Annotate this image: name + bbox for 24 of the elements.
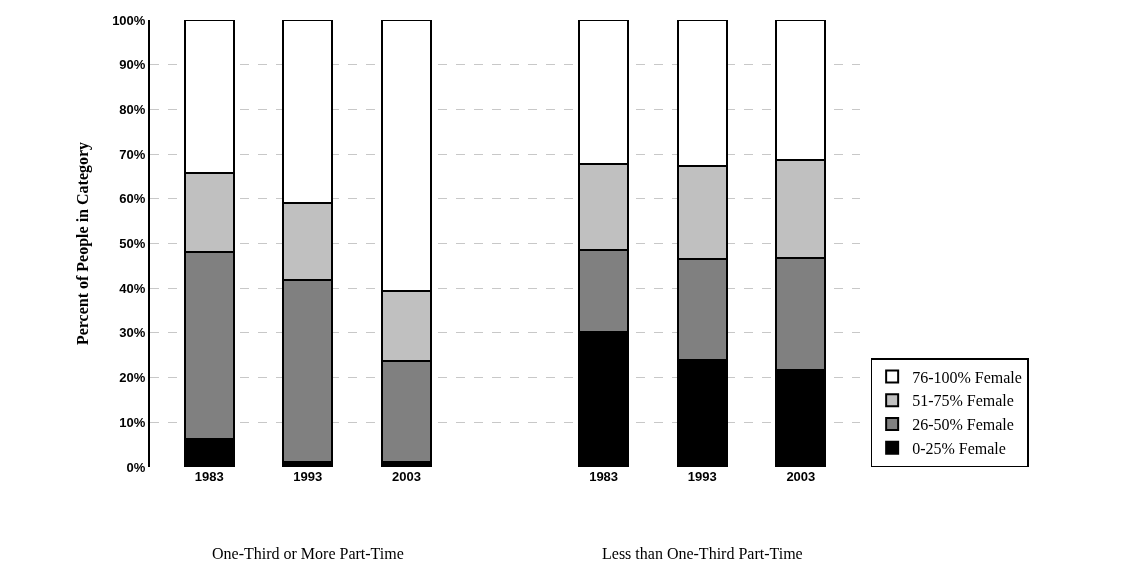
y-tick-label: 80% — [119, 101, 146, 117]
x-tick-label: 1983 — [194, 469, 224, 484]
x-tick-label: 2003 — [786, 469, 816, 484]
legend-label: 51-75% Female — [912, 392, 1014, 410]
y-tick-label: 50% — [119, 236, 146, 252]
legend-label: 26-50% Female — [912, 416, 1014, 434]
y-axis-title: Percent of People in Category — [73, 141, 92, 346]
text: Less than One-Third Part-Time — [602, 545, 803, 562]
y-tick-label: 40% — [119, 280, 146, 296]
x-tick-label: 1983 — [589, 469, 619, 484]
y-tick-label: 90% — [119, 57, 146, 73]
text: One-Third or More Part-Time — [212, 545, 404, 562]
y-tick-label: 60% — [119, 191, 146, 207]
legend-label: 76-100% Female — [912, 368, 1022, 386]
y-tick-label: 10% — [119, 414, 146, 430]
x-tick-label: 2003 — [391, 469, 421, 484]
x-tick-label: 1993 — [293, 469, 323, 484]
y-tick-label: 70% — [119, 146, 146, 162]
y-tick-label: 30% — [119, 325, 146, 341]
y-tick-label: 100% — [112, 12, 146, 28]
y-tick-label: 20% — [119, 370, 146, 386]
legend-label: 0-25% Female — [912, 440, 1006, 458]
y-tick-label: 0% — [126, 459, 146, 475]
x-tick-label: 1993 — [687, 469, 717, 484]
